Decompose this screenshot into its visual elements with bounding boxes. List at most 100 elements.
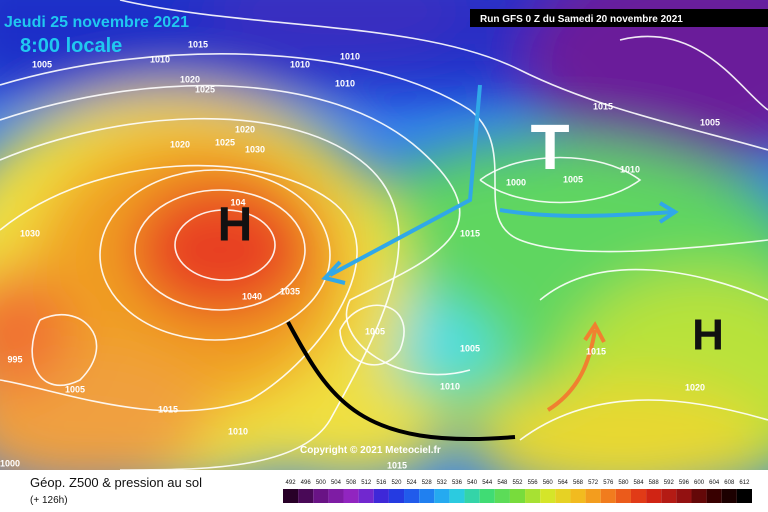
scale-label: 556 <box>528 480 539 486</box>
scale-label: 608 <box>724 480 735 486</box>
scale-swatch <box>298 489 314 503</box>
isobar-label: 1020 <box>180 74 200 84</box>
isobar-label: 1015 <box>387 460 407 470</box>
scale-swatch <box>661 489 677 503</box>
isobar-label: 1015 <box>158 404 178 414</box>
isobar-label: 1030 <box>20 228 40 238</box>
scale-swatch <box>691 489 707 503</box>
scale-swatch <box>509 489 526 503</box>
scale-label: 576 <box>603 480 614 486</box>
isobar-label: 1005 <box>65 384 85 394</box>
scale-swatch <box>449 489 465 503</box>
scale-label: 544 <box>482 480 493 486</box>
isobar-label: 1015 <box>188 39 208 49</box>
scale-label: 492 <box>286 480 297 486</box>
isobar-label: 1000 <box>506 177 526 187</box>
footer-lead: (+ 126h) <box>30 495 68 506</box>
scale-swatch <box>404 489 420 503</box>
isobar-label: 1015 <box>593 101 613 111</box>
high-symbol: H <box>218 199 253 252</box>
scale-swatch <box>646 489 662 503</box>
isobar-label: 1005 <box>460 343 480 353</box>
scale-label: 528 <box>422 480 433 486</box>
color-scale: 492 496 500 504 508 512 516 520 524 528 532 536 540 5… <box>283 480 752 503</box>
scale-swatch <box>676 489 692 503</box>
isobar-label: 995 <box>7 354 22 364</box>
isobar-label: 1020 <box>170 139 190 149</box>
scale-swatch <box>600 489 616 503</box>
isobar-label: 1020 <box>685 382 705 392</box>
isobar-label: 1010 <box>335 78 355 88</box>
isobar-label: 1000 <box>0 458 20 468</box>
low-symbol: T <box>530 111 569 183</box>
scale-swatch <box>373 489 389 503</box>
scale-swatch <box>540 489 556 503</box>
scale-swatch <box>721 489 737 503</box>
scale-swatch <box>283 489 299 503</box>
scale-swatch <box>313 489 329 503</box>
scale-label: 596 <box>679 480 690 486</box>
scale-swatch <box>706 489 722 503</box>
scale-swatch <box>464 489 480 503</box>
scale-swatch <box>555 489 571 503</box>
scale-label: 612 <box>739 480 750 486</box>
isobar-label: 1035 <box>280 286 300 296</box>
scale-label: 512 <box>361 480 372 486</box>
isobar-label: 1010 <box>340 51 360 61</box>
scale-label: 540 <box>467 480 478 486</box>
scale-label: 516 <box>376 480 387 486</box>
scale-label: 588 <box>649 480 660 486</box>
scale-label: 560 <box>543 480 554 486</box>
isobar-label: 104 <box>230 197 245 207</box>
run-label: Run GFS 0 Z du Samedi 20 novembre 2021 <box>480 14 683 25</box>
time-label: 8:00 locale <box>20 35 122 57</box>
scale-label: 508 <box>346 480 357 486</box>
scale-swatch <box>343 489 359 503</box>
scale-label: 568 <box>573 480 584 486</box>
scale-label: 504 <box>331 480 342 486</box>
scale-swatch <box>434 489 450 503</box>
footer-title: Géop. Z500 & pression au sol <box>30 475 202 490</box>
isobar-label: 1005 <box>700 117 720 127</box>
isobar-label: 1005 <box>32 59 52 69</box>
scale-swatch <box>525 489 541 503</box>
isobars <box>0 0 768 441</box>
scale-label: 580 <box>618 480 629 486</box>
scale-swatch <box>570 489 586 503</box>
date-label: Jeudi 25 novembre 2021 <box>4 14 189 31</box>
scale-swatch <box>419 489 435 503</box>
isobar-label: 1040 <box>242 291 262 301</box>
scale-label: 536 <box>452 480 463 486</box>
scale-swatch <box>328 489 344 503</box>
scale-label: 524 <box>407 480 418 486</box>
run-box <box>470 9 768 27</box>
scale-swatch <box>585 489 601 503</box>
scale-label: 532 <box>437 480 448 486</box>
isobar-label: 1010 <box>150 54 170 64</box>
scale-swatch <box>479 489 495 503</box>
scale-swatch <box>615 489 631 503</box>
isobar-label: 1010 <box>440 381 460 391</box>
scale-label: 520 <box>391 480 402 486</box>
isobar-label: 1025 <box>195 84 215 94</box>
copyright: Copyright © 2021 Meteociel.fr <box>300 445 441 456</box>
scale-swatch <box>494 489 510 503</box>
scale-swatch <box>358 489 374 503</box>
isobar-label: 1025 <box>215 137 235 147</box>
scale-label: 604 <box>709 480 720 486</box>
isobar-label: 1010 <box>290 59 310 69</box>
scale-swatch <box>388 489 405 503</box>
isobar-label: 1020 <box>235 124 255 134</box>
scale-label: 600 <box>694 480 705 486</box>
scale-label: 496 <box>301 480 312 486</box>
isobar-label: 1010 <box>620 164 640 174</box>
isobar-label: 1005 <box>365 326 385 336</box>
high-symbol: H <box>692 311 724 360</box>
scale-label: 552 <box>512 480 523 486</box>
scale-label: 548 <box>497 480 508 486</box>
scale-label: 500 <box>316 480 327 486</box>
scale-label: 572 <box>588 480 599 486</box>
